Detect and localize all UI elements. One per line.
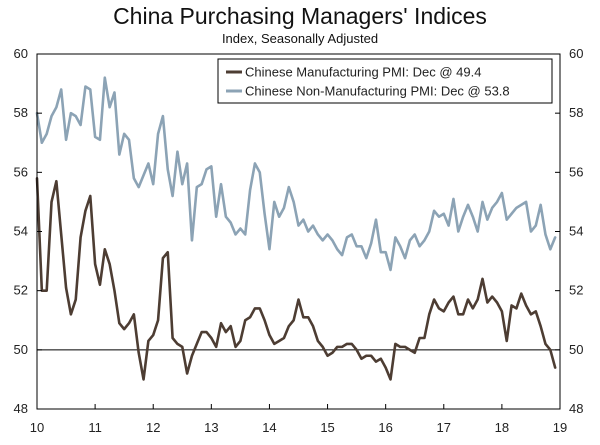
axis-ticks: 48 48 50 50 52 52 54 54 56 56 58 58 60 60 10 11 12 13 14 15… bbox=[14, 46, 584, 435]
y-tick-label-right: 60 bbox=[569, 46, 583, 61]
legend-label-non-manufacturing: Chinese Non-Manufacturing PMI: Dec @ 53.… bbox=[245, 84, 510, 99]
x-tick-label: 16 bbox=[378, 420, 392, 435]
y-tick-label-right: 56 bbox=[569, 164, 583, 179]
y-tick-label-left: 54 bbox=[14, 224, 28, 239]
legend-label-manufacturing: Chinese Manufacturing PMI: Dec @ 49.4 bbox=[245, 65, 481, 80]
x-tick-label: 18 bbox=[495, 420, 509, 435]
y-tick-label-left: 60 bbox=[14, 46, 28, 61]
y-tick-label-right: 48 bbox=[569, 401, 583, 416]
series-layer bbox=[35, 76, 557, 381]
x-tick-label: 10 bbox=[30, 420, 44, 435]
x-tick-label: 13 bbox=[204, 420, 218, 435]
x-tick-label: 14 bbox=[262, 420, 276, 435]
legend-box bbox=[217, 58, 553, 104]
y-tick-label-right: 50 bbox=[569, 342, 583, 357]
x-tick-label: 17 bbox=[437, 420, 451, 435]
chart-subtitle: Index, Seasonally Adjusted bbox=[221, 31, 379, 46]
legend: Chinese Manufacturing PMI: Dec @ 49.4 Chi… bbox=[217, 58, 553, 104]
x-tick-label: 11 bbox=[88, 420, 102, 435]
y-tick-label-left: 48 bbox=[14, 401, 28, 416]
y-tick-label-left: 50 bbox=[14, 342, 28, 357]
y-tick-label-left: 52 bbox=[14, 283, 28, 298]
series-line-non-manufacturing bbox=[35, 76, 557, 272]
chart-title: China Purchasing Managers' Indices bbox=[113, 3, 487, 29]
series-line-manufacturing bbox=[35, 176, 557, 381]
y-tick-label-right: 52 bbox=[569, 283, 583, 298]
x-tick-label: 19 bbox=[553, 420, 567, 435]
x-tick-label: 15 bbox=[320, 420, 334, 435]
y-tick-label-left: 58 bbox=[14, 105, 28, 120]
x-tick-label: 12 bbox=[146, 420, 160, 435]
y-tick-label-right: 58 bbox=[569, 105, 583, 120]
y-tick-label-right: 54 bbox=[569, 224, 583, 239]
y-tick-label-left: 56 bbox=[14, 164, 28, 179]
